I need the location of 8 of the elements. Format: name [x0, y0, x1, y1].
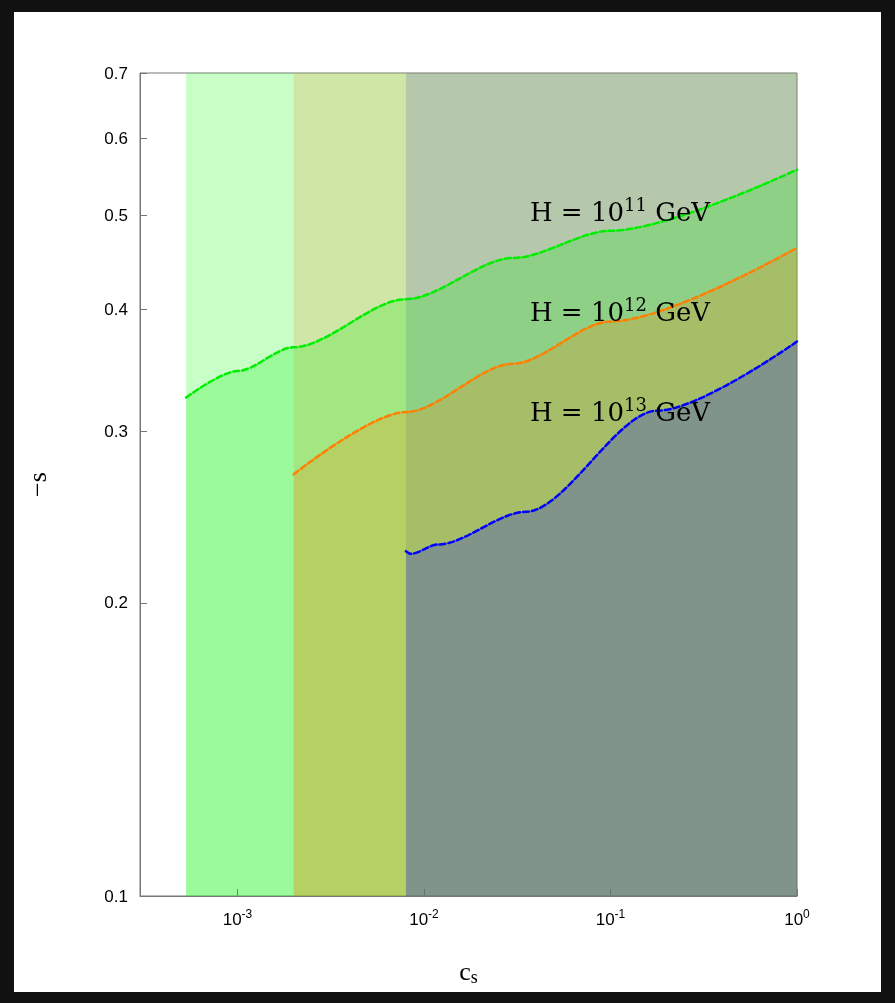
y-tick-label: 0.3: [104, 421, 128, 441]
y-axis-title: −s: [22, 472, 52, 497]
y-tick-label: 0.7: [104, 63, 128, 83]
y-tick-label: 0.6: [104, 128, 128, 148]
y-tick-label: 0.5: [104, 205, 128, 225]
y-tick-label: 0.1: [104, 886, 128, 906]
y-tick-label: 0.4: [104, 300, 128, 320]
y-tick-label: 0.2: [104, 593, 128, 613]
